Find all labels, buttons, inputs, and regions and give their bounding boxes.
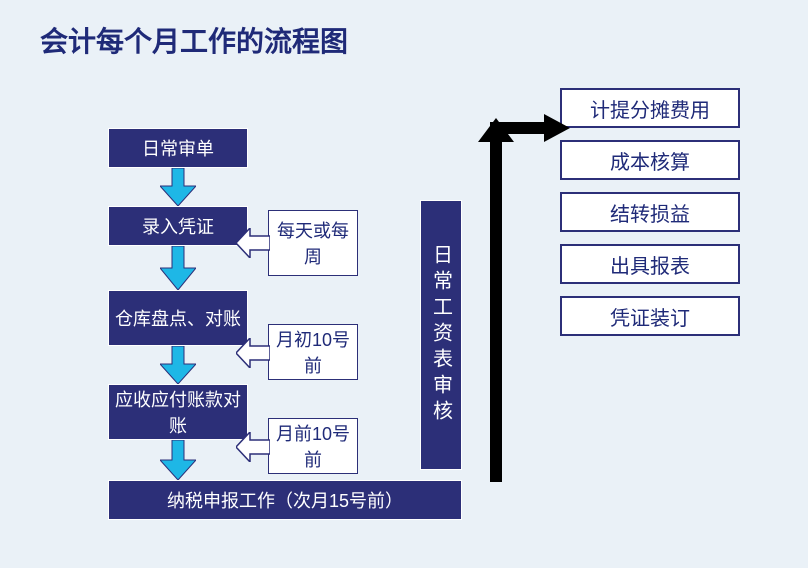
vertical-box-label: 日常工资表审核 xyxy=(427,244,456,426)
left-arrow-3-icon xyxy=(236,432,270,462)
black-arrow-icon xyxy=(470,108,570,482)
flow-box-3-label: 仓库盘点、对账 xyxy=(115,305,241,331)
right-box-3-label: 结转损益 xyxy=(610,198,690,227)
right-box-5: 凭证装订 xyxy=(560,296,740,336)
note-box-1-label: 每天或每周 xyxy=(273,217,353,269)
note-box-2: 月初10号前 xyxy=(268,324,358,380)
right-box-1-label: 计提分摊费用 xyxy=(590,94,710,123)
down-arrow-1-icon xyxy=(160,168,196,206)
flow-box-3: 仓库盘点、对账 xyxy=(108,290,248,346)
flow-box-bottom: 纳税申报工作（次月15号前） xyxy=(108,480,462,520)
note-box-3: 月前10号前 xyxy=(268,418,358,474)
flow-box-1: 日常审单 xyxy=(108,128,248,168)
right-box-4-label: 出具报表 xyxy=(610,250,690,279)
page-title: 会计每个月工作的流程图 xyxy=(40,20,348,60)
note-box-2-label: 月初10号前 xyxy=(273,326,353,378)
note-box-1: 每天或每周 xyxy=(268,210,358,276)
right-box-5-label: 凭证装订 xyxy=(610,302,690,331)
right-box-2-label: 成本核算 xyxy=(610,146,690,175)
flow-box-bottom-label: 纳税申报工作（次月15号前） xyxy=(167,487,403,513)
flow-box-2-label: 录入凭证 xyxy=(142,213,214,239)
right-box-2: 成本核算 xyxy=(560,140,740,180)
right-box-4: 出具报表 xyxy=(560,244,740,284)
flow-box-4-label: 应收应付账款对账 xyxy=(109,386,247,438)
down-arrow-3-icon xyxy=(160,346,196,384)
flow-box-4: 应收应付账款对账 xyxy=(108,384,248,440)
vertical-box: 日常工资表审核 xyxy=(420,200,462,470)
down-arrow-2-icon xyxy=(160,246,196,290)
left-arrow-2-icon xyxy=(236,338,270,368)
down-arrow-4-icon xyxy=(160,440,196,480)
left-arrow-1-icon xyxy=(236,228,270,258)
right-box-3: 结转损益 xyxy=(560,192,740,232)
flow-box-1-label: 日常审单 xyxy=(142,135,214,161)
flow-box-2: 录入凭证 xyxy=(108,206,248,246)
right-box-1: 计提分摊费用 xyxy=(560,88,740,128)
note-box-3-label: 月前10号前 xyxy=(273,420,353,472)
